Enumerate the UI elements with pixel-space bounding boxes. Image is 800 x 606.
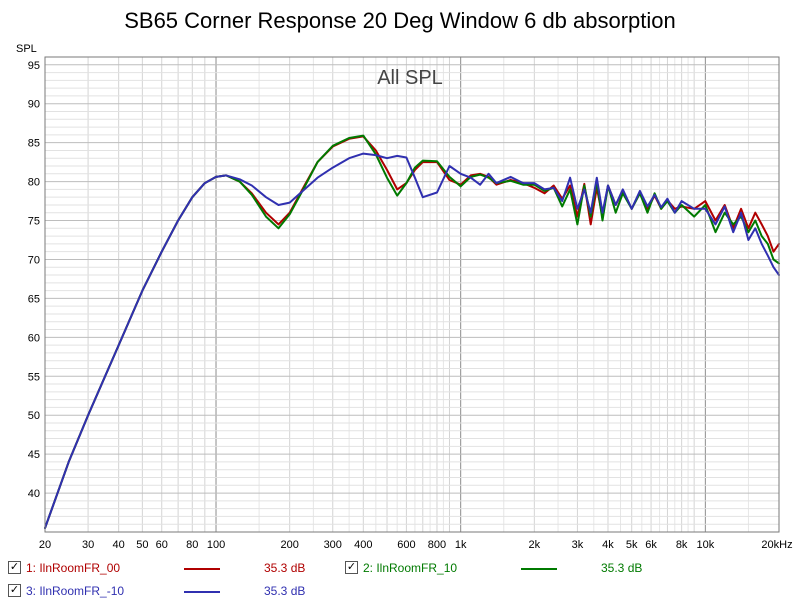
legend-value-series-2: 35.3 dB (601, 561, 643, 575)
x-tick-label: 80 (186, 539, 198, 551)
y-tick-label: 90 (28, 99, 40, 111)
y-tick-label: 70 (28, 254, 40, 266)
x-tick-label: 8k (676, 539, 688, 551)
x-tick-label: 400 (354, 539, 372, 551)
x-tick-label: 3k (572, 539, 584, 551)
checkbox-icon[interactable]: ✓ (8, 584, 21, 597)
y-tick-label: 50 (28, 410, 40, 422)
legend-value-series-1: 35.3 dB (264, 561, 306, 575)
x-tick-label: 200 (280, 539, 298, 551)
axes: All SPL SPL 40 45 50 55 60 65 70 75 80 85 90 95 20 30 40… (16, 43, 793, 551)
legend-value-series-3: 35.3 dB (264, 584, 306, 598)
legend-label-series-2: 2: IlnRoomFR_10 (363, 561, 458, 575)
x-tick-label: 800 (428, 539, 446, 551)
y-tick-label: 45 (28, 449, 40, 461)
legend-swatch-series-2 (521, 568, 557, 570)
x-tick-label: 20kHz (761, 539, 792, 551)
x-tick-label: 5k (626, 539, 638, 551)
x-tick-label: 20 (39, 539, 51, 551)
legend-label-series-3: 3: IlnRoomFR_-10 (26, 584, 125, 598)
x-tick-label: 4k (602, 539, 614, 551)
y-tick-label: 95 (28, 60, 40, 72)
x-tick-label: 60 (156, 539, 168, 551)
legend: ✓ 1: IlnRoomFR_00 35.3 dB ✓ 2: IlnRoomFR… (0, 558, 800, 606)
series-line-2 (44, 134, 780, 530)
y-axis-label: SPL (16, 43, 37, 55)
checkbox-icon[interactable]: ✓ (8, 561, 21, 574)
chart-subtitle: All SPL (377, 67, 443, 89)
y-tick-label: 80 (28, 177, 40, 189)
x-tick-label: 6k (645, 539, 657, 551)
checkbox-icon[interactable]: ✓ (345, 561, 358, 574)
x-tick-label: 300 (324, 539, 342, 551)
legend-swatch-series-1 (184, 568, 220, 570)
x-tick-label: 10k (696, 539, 714, 551)
series-line-3 (44, 152, 780, 530)
y-tick-label: 60 (28, 332, 40, 344)
y-tick-label: 65 (28, 293, 40, 305)
x-tick-label: 30 (82, 539, 94, 551)
x-tick-label: 600 (397, 539, 415, 551)
x-tick-label: 2k (529, 539, 541, 551)
legend-swatch-series-3 (184, 591, 220, 593)
y-tick-label: 40 (28, 488, 40, 500)
chart-title: SB65 Corner Response 20 Deg Window 6 db … (124, 8, 676, 33)
grid (44, 56, 780, 533)
series-lines (44, 134, 780, 530)
y-tick-label: 55 (28, 371, 40, 383)
y-tick-label: 85 (28, 138, 40, 150)
x-tick-label: 50 (136, 539, 148, 551)
x-tick-label: 1k (455, 539, 467, 551)
x-tick-label: 100 (207, 539, 225, 551)
x-tick-label: 40 (113, 539, 125, 551)
legend-label-series-1: 1: IlnRoomFR_00 (26, 561, 121, 575)
plot-frame (44, 56, 780, 533)
plot-area (45, 57, 779, 532)
y-tick-label: 75 (28, 216, 40, 228)
